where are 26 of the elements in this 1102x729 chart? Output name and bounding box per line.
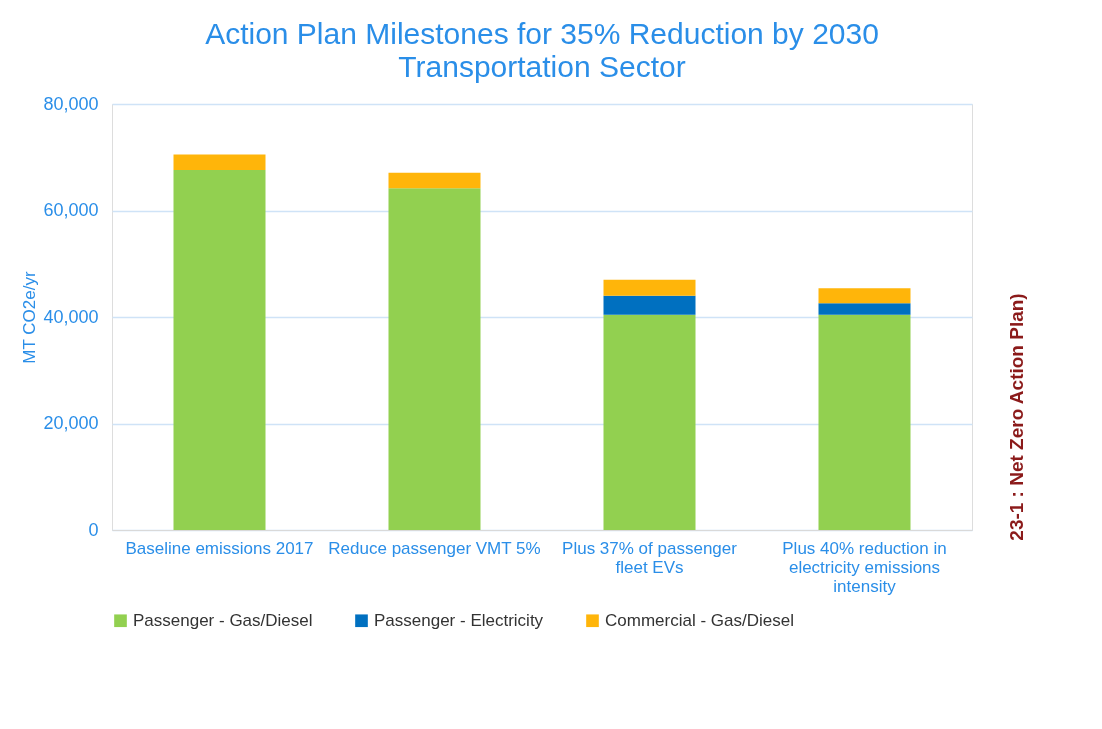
bar (173, 154, 266, 171)
bar (818, 288, 911, 304)
y-tick-label: 0 (88, 519, 99, 540)
chart-subtitle: Transportation Sector (398, 50, 686, 83)
y-tick-label: 40,000 (43, 306, 99, 327)
y-tick-label: 20,000 (43, 413, 99, 433)
bar (603, 295, 696, 315)
chart-title: Action Plan Milestones for 35% Reduction by 2030 (205, 17, 879, 50)
bar (818, 314, 911, 530)
x-tick-label: Reduce passenger VMT 5% (328, 538, 541, 558)
x-tick-label: Plus 40% reduction in electricity emissions intensity (782, 538, 947, 596)
bar (388, 172, 481, 189)
bar (388, 188, 481, 530)
x-tick-label: Baseline emissions 2017 (125, 538, 314, 558)
legend-label: Passenger - Electricity (374, 610, 544, 630)
x-tick-label: Plus 37% of passenger fleet EVs (562, 538, 738, 577)
bar (603, 279, 696, 296)
y-tick-label: 60,000 (43, 200, 99, 220)
legend-label: Commercial - Gas/Diesel (605, 610, 794, 630)
bar (818, 303, 911, 315)
text: 23-1 : Net Zero Action Plan) (1006, 293, 1027, 541)
bar (603, 314, 696, 530)
legend-label: Passenger - Gas/Diesel (133, 610, 313, 630)
y-axis-title: MT CO2e/yr (20, 271, 40, 364)
y-tick-label: 80,000 (43, 93, 99, 114)
bar (173, 170, 266, 530)
